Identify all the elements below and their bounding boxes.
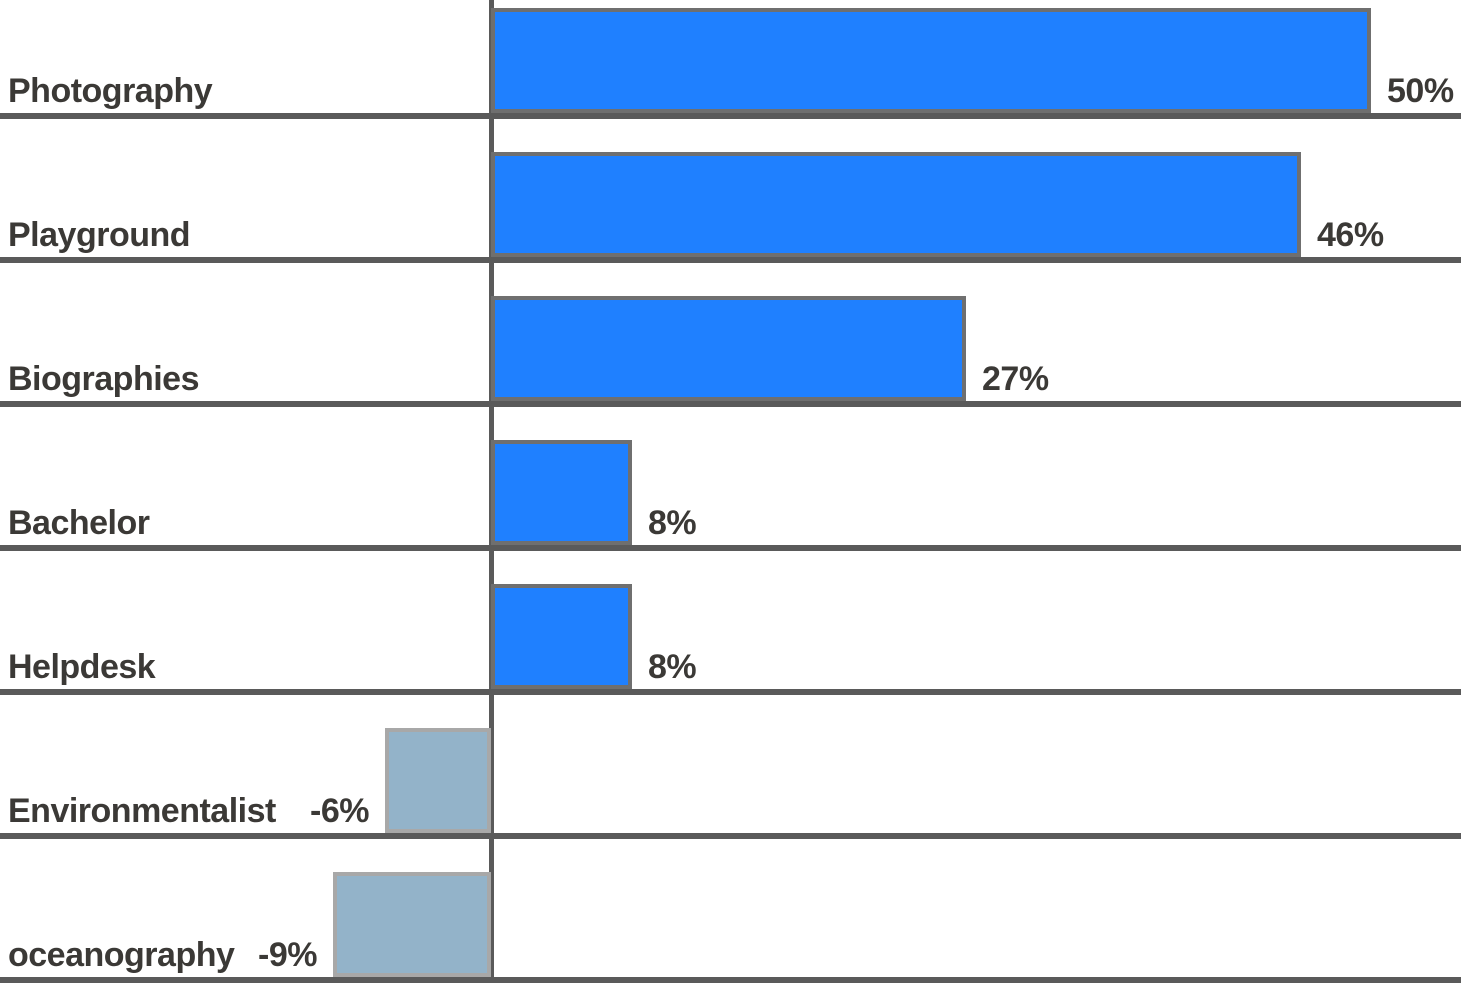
value-label: 8%	[648, 504, 697, 542]
row-separator-line	[0, 401, 1461, 407]
bar-environmentalist	[385, 728, 491, 833]
category-label: oceanography	[8, 936, 235, 974]
category-label: Biographies	[8, 360, 199, 398]
value-label: 27%	[982, 360, 1049, 398]
category-label: Environmentalist	[8, 792, 276, 830]
bar-biographies	[491, 296, 966, 401]
value-label: 50%	[1387, 72, 1454, 110]
row-separator-line	[0, 833, 1461, 839]
category-label: Bachelor	[8, 504, 150, 542]
value-label: -9%	[258, 936, 317, 974]
category-label: Photography	[8, 72, 213, 110]
bar-playground	[491, 152, 1301, 257]
row-separator-line	[0, 257, 1461, 263]
value-label: 46%	[1317, 216, 1384, 254]
bar-bachelor	[491, 440, 632, 545]
value-label: -6%	[310, 792, 369, 830]
bar-photography	[491, 8, 1371, 113]
row-separator-line	[0, 689, 1461, 695]
value-label: 8%	[648, 648, 697, 686]
row-separator-line	[0, 545, 1461, 551]
bar-oceanography	[333, 872, 491, 977]
category-label: Helpdesk	[8, 648, 156, 686]
row-separator-line	[0, 113, 1461, 119]
row-separator-line	[0, 977, 1461, 983]
bar-helpdesk	[491, 584, 632, 689]
category-label: Playground	[8, 216, 191, 254]
